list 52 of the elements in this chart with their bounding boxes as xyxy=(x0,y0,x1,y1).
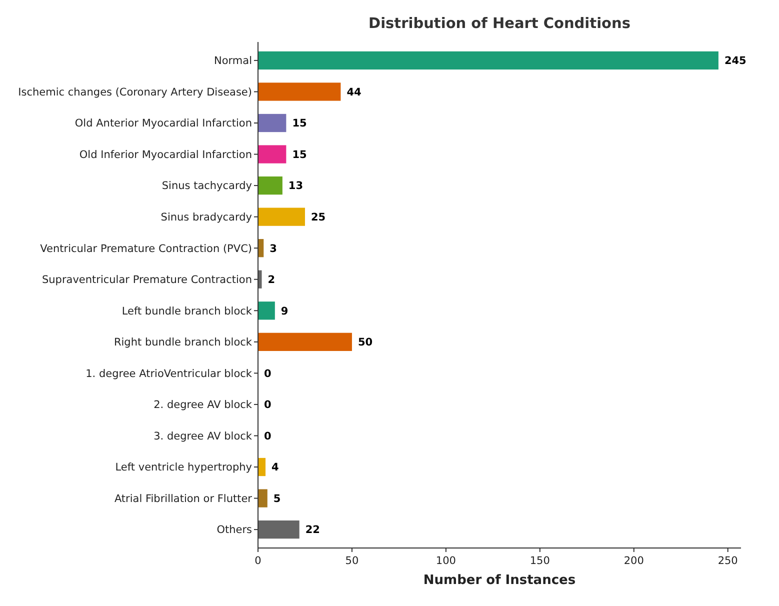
data-label: 0 xyxy=(264,430,272,442)
x-tick-label: 250 xyxy=(718,555,738,567)
data-label: 9 xyxy=(280,305,288,318)
bar xyxy=(258,145,286,164)
y-tick-label: 3. degree AV block xyxy=(154,430,253,442)
bar xyxy=(258,114,286,132)
y-tick-label: Sinus tachycardy xyxy=(162,180,252,192)
data-label: 15 xyxy=(292,118,307,130)
x-tick-label: 200 xyxy=(624,555,644,567)
y-tick-label: Old Inferior Myocardial Infarction xyxy=(79,148,252,161)
data-label: 50 xyxy=(358,336,373,349)
y-tick-label: 1. degree AtrioVentricular block xyxy=(86,368,253,380)
bar xyxy=(258,270,262,288)
data-label: 4 xyxy=(272,462,279,474)
y-tick-label: Old Anterior Myocardial Infarction xyxy=(74,118,252,130)
y-tick-label: 2. degree AV block xyxy=(154,399,253,412)
y-tick-label: Left bundle branch block xyxy=(122,305,253,318)
bar xyxy=(258,332,352,351)
y-tick-label: Normal xyxy=(214,55,252,68)
data-label: 0 xyxy=(264,368,272,380)
x-tick-label: 100 xyxy=(436,555,456,567)
y-tick-label: Atrial Fibrillation or Flutter xyxy=(114,492,253,505)
data-label: 5 xyxy=(273,492,281,505)
data-label: 13 xyxy=(288,180,304,192)
bar xyxy=(258,51,718,70)
data-label: 245 xyxy=(724,55,746,68)
data-label: 3 xyxy=(270,242,277,255)
bar xyxy=(258,302,275,320)
x-tick-label: 0 xyxy=(254,555,262,567)
data-label: 15 xyxy=(292,148,307,161)
y-tick-label: Sinus bradycardy xyxy=(160,211,252,224)
data-label: 0 xyxy=(264,399,272,412)
x-tick-label: 50 xyxy=(345,555,359,567)
bar xyxy=(258,489,268,508)
bar xyxy=(258,82,341,101)
data-label: 2 xyxy=(268,274,276,286)
data-label: 25 xyxy=(310,211,326,224)
y-tick-label: Ischemic changes (Coronary Artery Disease) xyxy=(18,86,252,98)
data-label: 22 xyxy=(305,524,320,536)
x-tick-label: 150 xyxy=(530,555,550,567)
data-label: 44 xyxy=(346,86,362,98)
bar xyxy=(258,208,305,226)
bar xyxy=(258,520,300,539)
y-tick-label: Supraventricular Premature Contraction xyxy=(42,274,252,286)
chart-title: Distribution of Heart Conditions xyxy=(368,16,630,32)
y-tick-label: Left ventricle hypertrophy xyxy=(115,462,252,474)
y-tick-label: Others xyxy=(216,524,252,536)
y-tick-label: Ventricular Premature Contraction (PVC) xyxy=(40,242,252,255)
x-axis-title: Number of Instances xyxy=(423,573,576,588)
y-tick-label: Right bundle branch block xyxy=(114,336,253,349)
bar xyxy=(258,458,266,476)
bar xyxy=(258,176,282,195)
